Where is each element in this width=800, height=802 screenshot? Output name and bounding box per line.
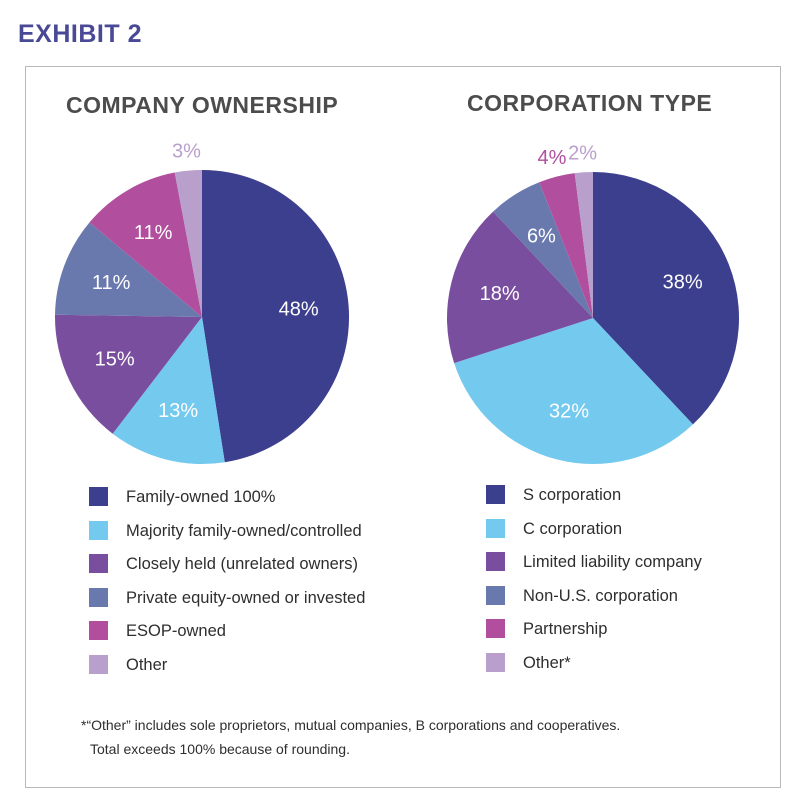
pie-slice-s-corporation: [593, 172, 739, 425]
chart-title-company-ownership: COMPANY OWNERSHIP: [66, 92, 339, 118]
pie-slice-other: [174, 170, 202, 317]
legend-company-ownership: Family-owned 100% Majority family-owned/c…: [89, 485, 409, 685]
pie-chart-corporation-type: 38% 32% 18% 6% 4% 2%: [447, 142, 739, 464]
footnote-line-2: Total exceeds 100% because of rounding.: [90, 741, 350, 757]
pie-slice-non-u-s-corporation: [493, 182, 593, 318]
legend-label: Closely held (unrelated owners): [126, 555, 359, 574]
legend-swatch: [89, 487, 108, 506]
legend-swatch: [89, 587, 108, 607]
legend-label: Partnership: [523, 620, 608, 639]
pie-data-label-non-u-s-corporation: 6%: [527, 226, 556, 248]
pie-data-label-majority-family-owned-controlled: 13%: [158, 400, 198, 422]
pie-slice-partnership: [539, 173, 593, 318]
pie-data-label-other: 3%: [172, 141, 201, 163]
pie-data-label-c-corporation: 32%: [549, 400, 589, 422]
footnote: *“Other” includes sole proprietors, mutu…: [81, 713, 761, 761]
legend-label: ESOP-owned: [126, 622, 226, 641]
legend-label: Limited liability company: [523, 553, 702, 572]
pie-slice-c-corporation: [454, 318, 693, 464]
legend-label: Other*: [523, 654, 571, 672]
pie-data-label-family-owned-100: 48%: [279, 299, 319, 321]
legend-label: Non-U.S. corporation: [523, 586, 678, 605]
legend-swatch: [486, 619, 505, 639]
legend-swatch: [89, 655, 108, 674]
pie-slice-other: [574, 172, 593, 318]
pie-data-label-limited-liability-company: 18%: [480, 283, 520, 305]
chart-title-corporation-type: CORPORATION TYPE: [467, 90, 713, 116]
pie-data-label-esop-owned: 11%: [134, 222, 173, 244]
pie-slice-esop-owned: [89, 172, 202, 317]
pie-data-label-partnership: 4%: [538, 147, 567, 169]
legend-swatch: [486, 552, 505, 572]
legend-label: Private equity-owned or invested: [126, 588, 366, 607]
pie-slice-closely-held-unrelated-owners: [55, 314, 202, 434]
legend-swatch: [486, 518, 505, 538]
legend-swatch: [89, 520, 108, 540]
pie-data-label-closely-held-unrelated-owners: 15%: [95, 348, 135, 370]
pie-chart-company-ownership: 48% 13% 15% 11% 11% 3%: [55, 141, 350, 465]
legend-label: Majority family-owned/controlled: [126, 521, 362, 540]
pie-slice-majority-family-owned-controlled: [112, 317, 225, 465]
footnote-line-1: *“Other” includes sole proprietors, mutu…: [81, 717, 621, 733]
legend-label: C corporation: [523, 519, 623, 538]
pie-slice-limited-liability-company: [447, 211, 593, 364]
pie-slice-private-equity-owned-or-invested: [55, 222, 202, 317]
legend-label: S corporation: [523, 486, 622, 504]
pie-data-label-other: 2%: [568, 142, 597, 164]
pie-data-label-private-equity-owned-or-invested: 11%: [92, 272, 131, 294]
legend-corporation-type: S corporation C corporation Limited liabil…: [486, 483, 766, 683]
legend-swatch: [486, 585, 505, 605]
legend-swatch: [89, 554, 108, 574]
chart-frame: [25, 66, 781, 788]
exhibit-label: EXHIBIT 2: [18, 20, 142, 48]
pie-data-label-s-corporation: 38%: [663, 272, 703, 294]
legend-swatch: [89, 621, 108, 641]
legend-swatch: [486, 485, 505, 504]
legend-label: Family-owned 100%: [126, 488, 276, 506]
legend-swatch: [486, 653, 505, 672]
pie-slice-family-owned-100: [202, 170, 350, 463]
legend-label: Other: [126, 656, 168, 674]
